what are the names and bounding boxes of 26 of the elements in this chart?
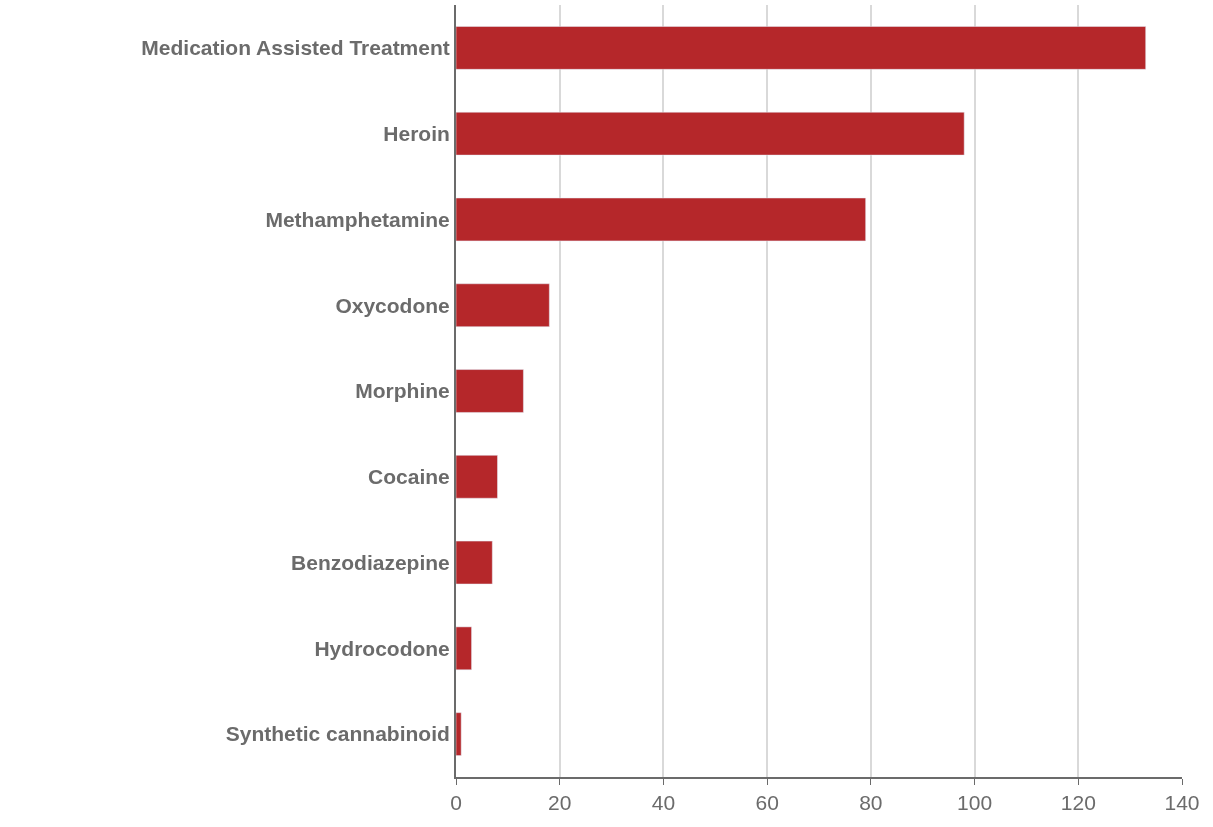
bar xyxy=(456,369,524,413)
y-tick-label: Benzodiazepine xyxy=(291,550,450,574)
y-tick-label: Heroin xyxy=(383,122,450,146)
y-tick-label: Methamphetamine xyxy=(265,207,450,231)
x-tick-label: 60 xyxy=(755,791,779,815)
x-tick-label: 80 xyxy=(859,791,883,815)
bar xyxy=(456,283,550,327)
x-tick-label: 100 xyxy=(957,791,993,815)
bar xyxy=(456,197,866,242)
x-tick-label: 40 xyxy=(651,791,676,815)
bar xyxy=(456,626,472,671)
x-tick-label: 20 xyxy=(548,791,572,815)
x-tick-label: 120 xyxy=(1060,791,1096,815)
y-tick-label: Oxycodone xyxy=(335,293,450,317)
bar xyxy=(456,111,965,156)
bar xyxy=(456,455,498,499)
x-tick-label: 140 xyxy=(1164,791,1200,815)
y-tick-label: Morphine xyxy=(355,379,450,403)
y-tick-label: Medication Assisted Treatment xyxy=(141,36,450,60)
y-tick-label: Hydrocodone xyxy=(314,636,450,660)
bar xyxy=(456,712,462,756)
bar xyxy=(456,26,1146,70)
x-tick-label: 0 xyxy=(450,791,462,815)
y-tick-label: Cocaine xyxy=(368,465,450,489)
y-tick-label: Synthetic cannabinoid xyxy=(225,722,450,746)
bar xyxy=(456,540,493,585)
